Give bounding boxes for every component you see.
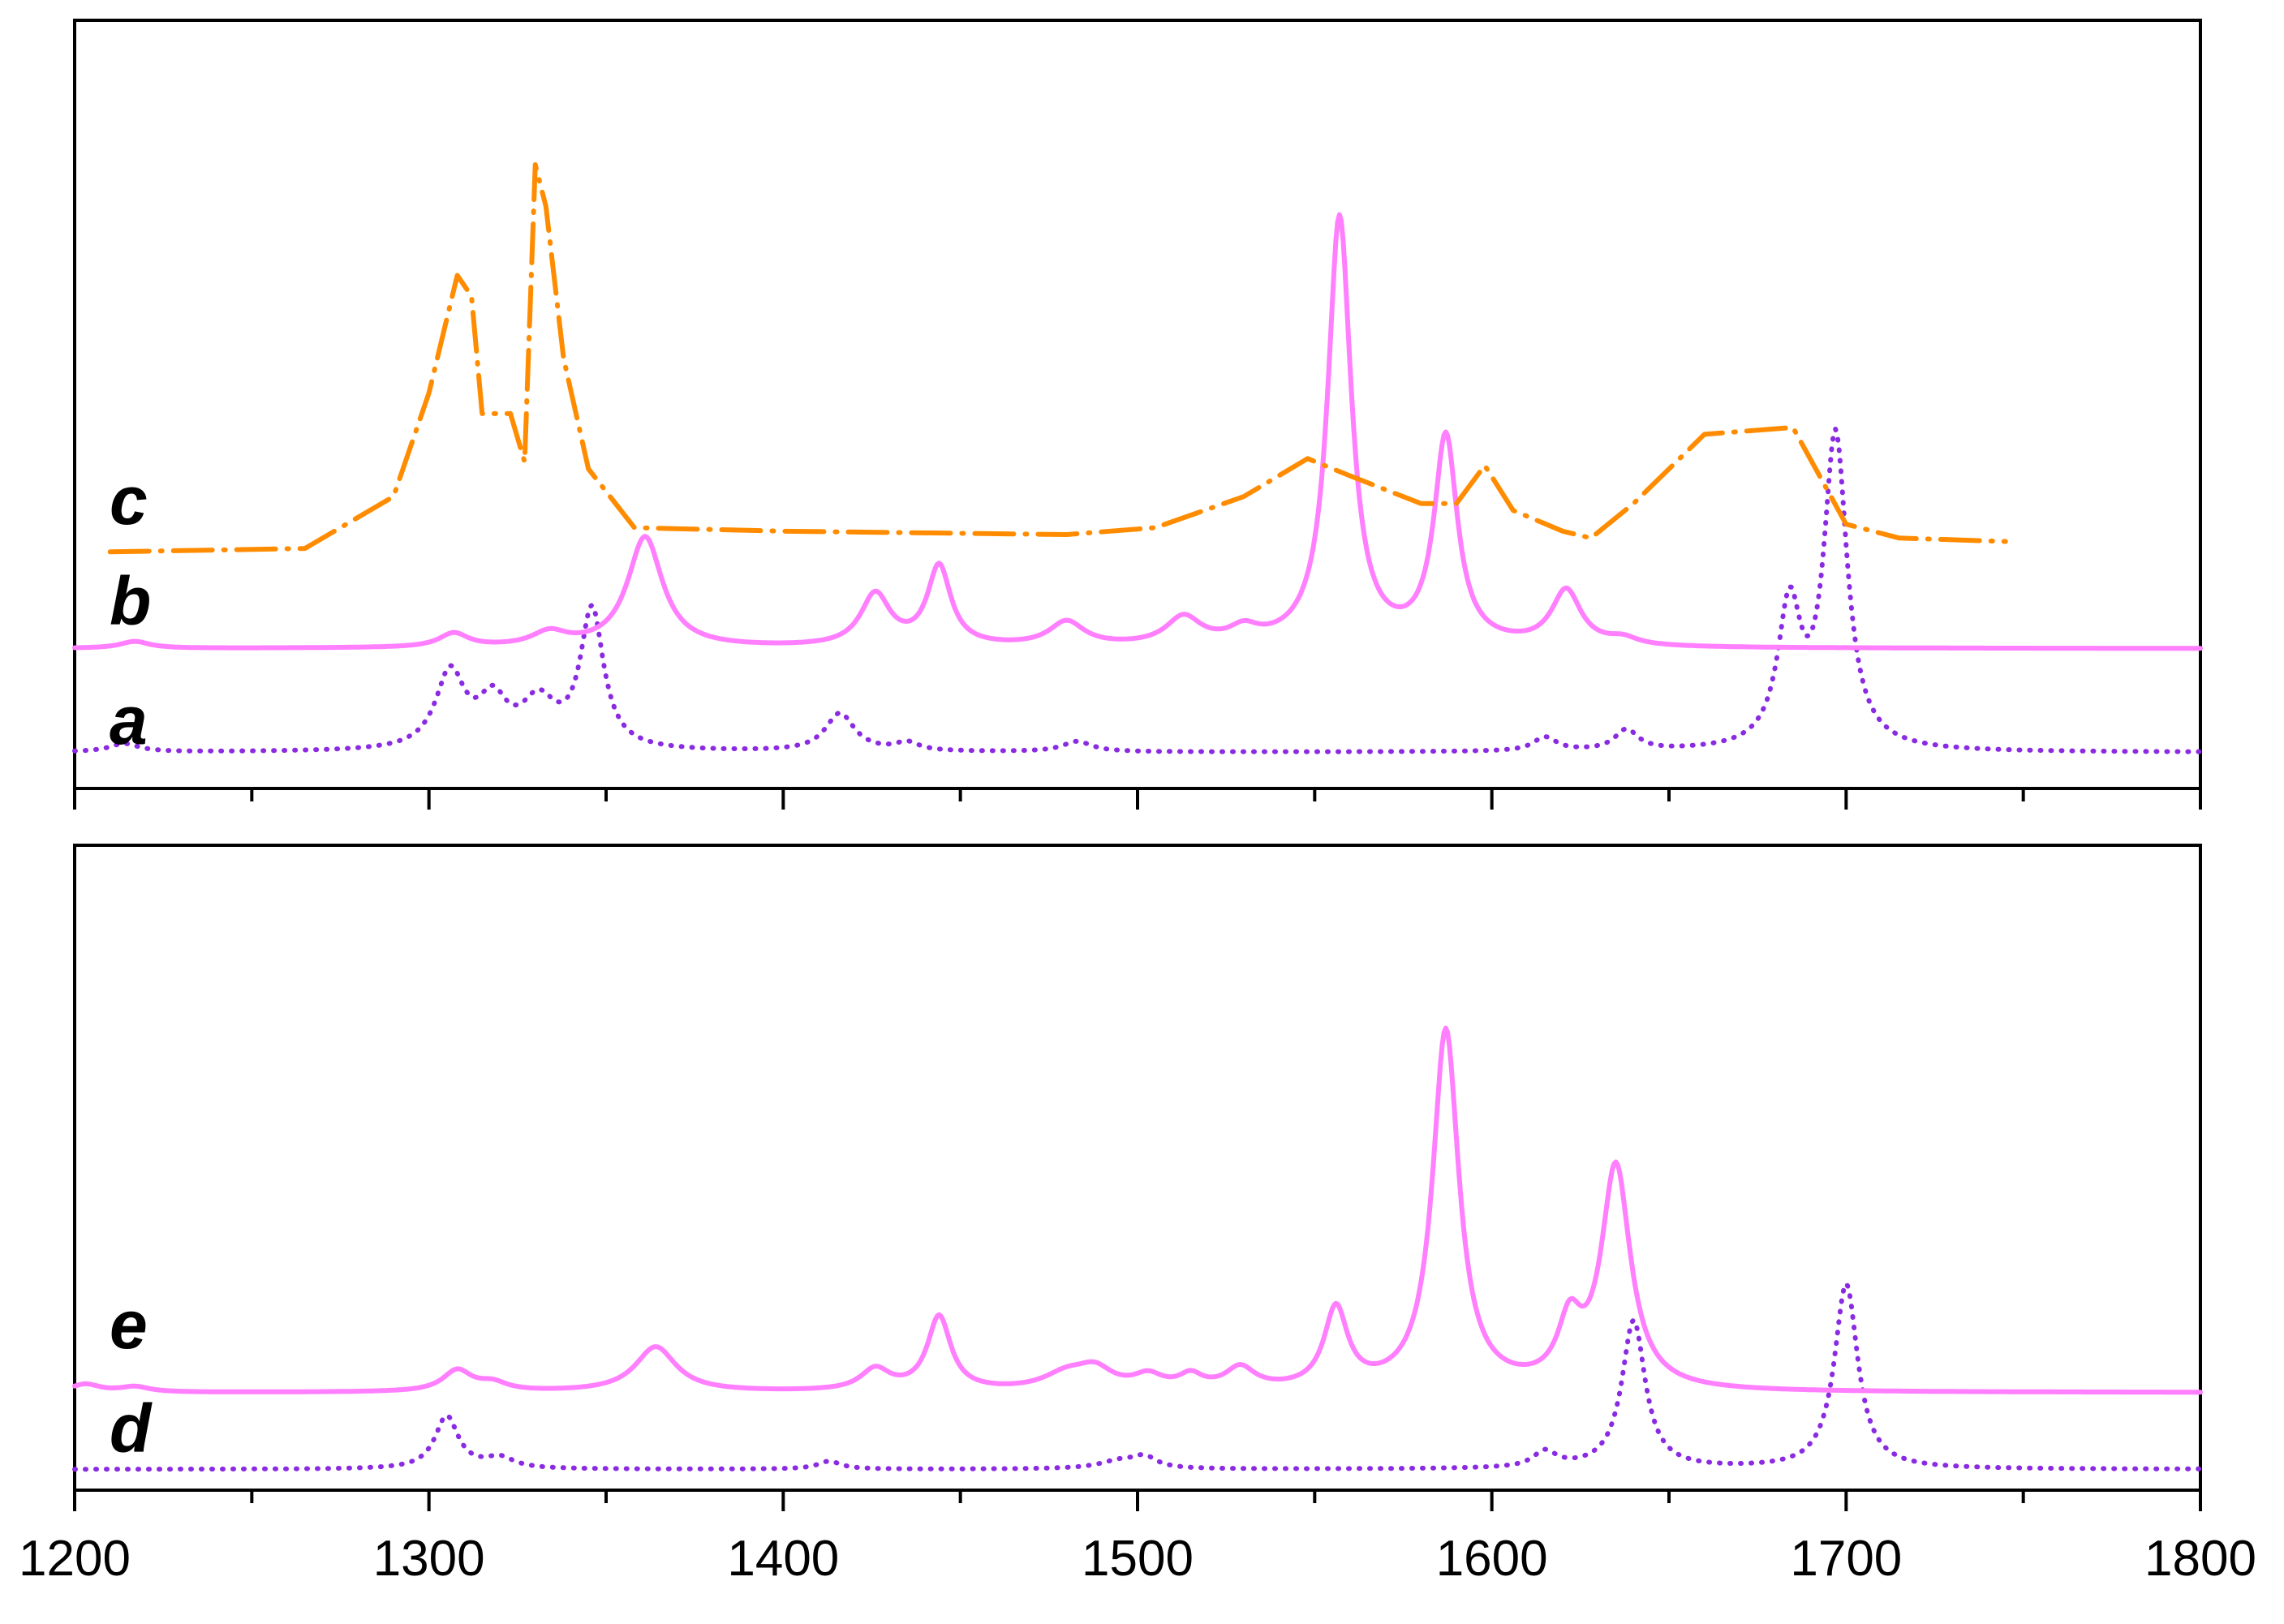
lower-panel-trace-labels: de bbox=[110, 1287, 153, 1467]
series-e-line bbox=[72, 1025, 2203, 1395]
upper-panel: abc bbox=[72, 19, 2203, 810]
series-a-label: a bbox=[110, 682, 148, 758]
lower-panel-series bbox=[72, 1025, 2203, 1472]
upper-panel-x-ticks bbox=[73, 788, 2202, 810]
series-c-line bbox=[107, 162, 2008, 555]
lower-panel: de bbox=[72, 844, 2203, 1511]
lower-panel-frame bbox=[73, 844, 2202, 1492]
series-e-label: e bbox=[110, 1287, 148, 1363]
upper-panel-series bbox=[72, 162, 2203, 754]
series-a-line bbox=[72, 427, 2203, 754]
x-tick-label-1200: 1200 bbox=[19, 1531, 131, 1587]
x-tick-label-1400: 1400 bbox=[727, 1531, 839, 1587]
series-b-label: b bbox=[110, 563, 151, 639]
x-tick-label-1800: 1800 bbox=[2144, 1531, 2256, 1587]
x-tick-label-1700: 1700 bbox=[1790, 1531, 1902, 1587]
lower-panel-x-ticks bbox=[73, 1490, 2202, 1511]
upper-panel-trace-labels: abc bbox=[110, 462, 151, 758]
series-c-label: c bbox=[110, 462, 148, 539]
series-b-line bbox=[72, 212, 2203, 651]
x-tick-label-1600: 1600 bbox=[1436, 1531, 1548, 1587]
series-d-label: d bbox=[110, 1390, 153, 1467]
x-tick-label-1300: 1300 bbox=[373, 1531, 485, 1587]
x-tick-label-1500: 1500 bbox=[1082, 1531, 1194, 1587]
x-axis-tick-labels: 1200 1300 1400 1500 1600 1700 1800 bbox=[19, 1531, 2256, 1587]
series-d-line bbox=[72, 1281, 2203, 1472]
upper-panel-frame bbox=[73, 19, 2202, 790]
